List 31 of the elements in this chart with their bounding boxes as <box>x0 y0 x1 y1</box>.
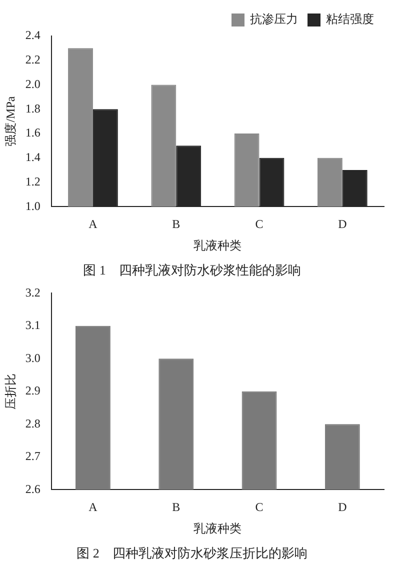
y-tick-label: 2.8 <box>25 416 40 430</box>
y-tick-label: 3.0 <box>25 350 40 365</box>
y-tick-label: 1.8 <box>25 101 40 116</box>
x-axis-title: 乳液种类 <box>194 521 242 536</box>
y-axis-title: 压折比 <box>3 373 18 410</box>
y-tick-label: 3.1 <box>25 318 40 332</box>
legend-label: 粘结强度 <box>326 12 374 26</box>
y-tick-label: 1.0 <box>25 198 40 213</box>
y-tick-label: 1.4 <box>25 150 40 164</box>
x-tick-label: A <box>88 216 98 231</box>
y-tick-label: 2.9 <box>25 384 40 398</box>
x-tick-label: B <box>172 500 180 514</box>
y-tick-label: 2.6 <box>25 482 40 496</box>
text: 图 1 四种乳液对防水砂浆性能的影响 <box>83 262 301 278</box>
x-tick-label: B <box>172 216 180 231</box>
x-tick-label: D <box>338 500 348 514</box>
x-tick-label: C <box>255 216 264 231</box>
y-tick-label: 1.6 <box>25 126 40 140</box>
y-tick-label: 2.2 <box>25 52 40 67</box>
x-tick-label: A <box>88 500 98 514</box>
x-axis-title: 乳液种类 <box>194 238 242 252</box>
y-tick-label: 2.0 <box>25 76 40 91</box>
text: 图 2 四种乳液对防水砂浆压折比的影响 <box>76 546 308 561</box>
legend-label: 抗渗压力 <box>250 12 298 26</box>
x-tick-label: D <box>338 216 348 231</box>
x-tick-label: C <box>255 500 264 514</box>
y-axis-title: 强度/MPa <box>3 96 18 146</box>
y-tick-label: 2.7 <box>25 449 40 464</box>
y-tick-label: 1.2 <box>25 174 40 188</box>
y-tick-label: 3.2 <box>25 285 40 300</box>
y-tick-label: 2.4 <box>25 28 40 42</box>
